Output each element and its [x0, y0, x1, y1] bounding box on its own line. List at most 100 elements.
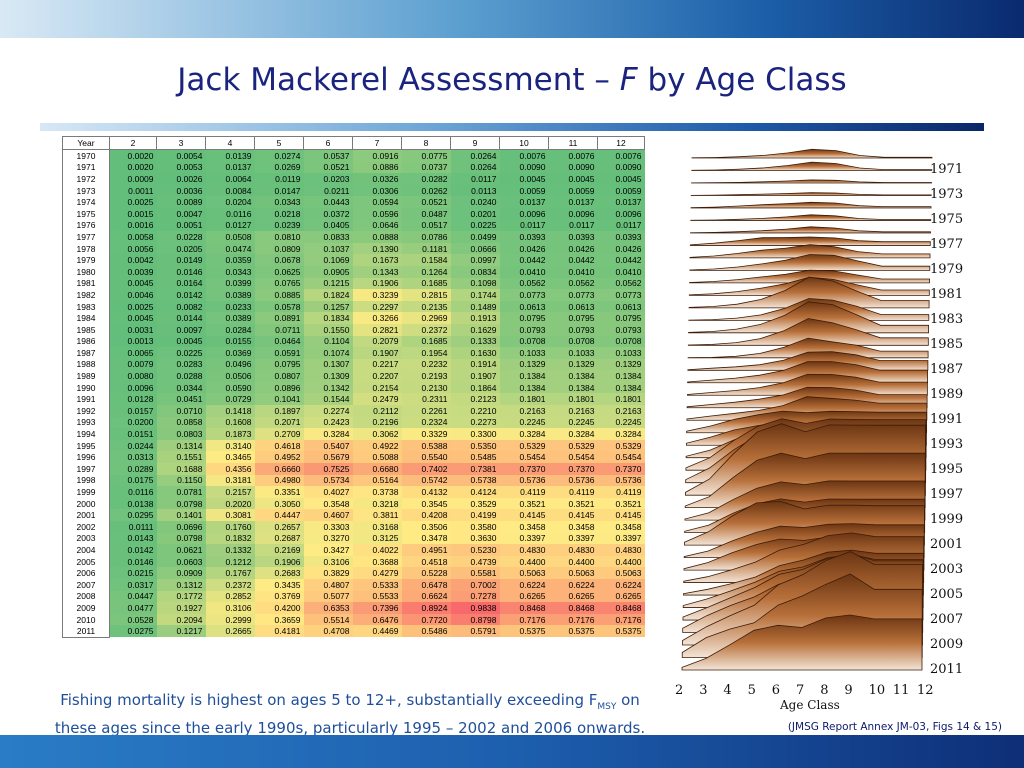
table-row: 1985 0.0031 0.0097 0.0284 0.0711 0.1550 0.2821… — [62, 323, 645, 336]
f-value-cell: 0.1384 — [499, 381, 549, 394]
f-value-cell: 0.0045 — [499, 173, 549, 185]
year-cell: 1981 — [62, 277, 110, 290]
year-label: 1977 — [930, 237, 964, 253]
table-row: 1973 0.0011 0.0036 0.0084 0.0147 0.0211 0.0306… — [62, 184, 645, 197]
year-label: 1987 — [930, 362, 964, 378]
f-value-cell: 0.2169 — [254, 544, 304, 556]
f-value-cell: 0.0039 — [109, 265, 157, 278]
f-value-cell: 0.5329 — [548, 439, 598, 452]
f-value-cell: 0.0116 — [109, 486, 157, 498]
f-value-cell: 0.0562 — [597, 277, 645, 290]
f-value-cell: 0.1257 — [303, 300, 353, 313]
f-value-cell: 0.4145 — [597, 509, 645, 521]
f-value-cell: 0.0369 — [205, 347, 255, 359]
f-value-cell: 0.0137 — [205, 161, 255, 174]
f-value-cell: 0.0127 — [205, 219, 255, 232]
f-value-cell: 0.0269 — [254, 161, 304, 174]
f-value-cell: 0.1685 — [401, 277, 451, 290]
f-value-cell: 0.5791 — [450, 625, 500, 638]
f-value-cell: 0.4618 — [254, 439, 304, 452]
f-value-cell: 0.0442 — [499, 254, 549, 266]
f-value-cell: 0.2123 — [450, 393, 500, 406]
f-value-cell: 0.0146 — [156, 265, 206, 278]
f-value-cell: 0.7176 — [499, 613, 549, 626]
surface-ridge — [691, 148, 933, 159]
f-value-cell: 0.2163 — [499, 405, 549, 417]
f-value-cell: 0.0775 — [401, 149, 451, 162]
f-value-cell: 0.5077 — [303, 590, 353, 603]
f-value-cell: 0.3738 — [352, 486, 402, 498]
f-value-cell: 0.2821 — [352, 323, 402, 336]
f-value-cell: 0.8798 — [450, 613, 500, 626]
year-cell: 2002 — [62, 521, 110, 533]
f-value-cell: 0.5375 — [548, 625, 598, 638]
f-value-cell: 0.0283 — [156, 358, 206, 371]
header-cell: 10 — [499, 136, 549, 150]
f-value-cell: 0.3458 — [548, 521, 598, 533]
f-value-cell: 0.3125 — [352, 532, 402, 545]
f-value-cell: 0.1914 — [450, 358, 500, 371]
header-cell: 9 — [450, 136, 500, 150]
f-value-cell: 0.2112 — [352, 405, 402, 417]
f-value-cell: 0.0442 — [597, 254, 645, 266]
f-value-cell: 0.0781 — [156, 486, 206, 498]
f-value-cell: 0.0090 — [499, 161, 549, 174]
f-value-cell: 0.3284 — [597, 428, 645, 440]
f-value-cell: 0.4022 — [352, 544, 402, 556]
f-value-cell: 0.0426 — [548, 242, 598, 255]
year-label: 1975 — [930, 212, 964, 228]
year-label: 1979 — [930, 262, 964, 278]
year-cell: 1998 — [62, 474, 110, 487]
f-value-cell: 0.1150 — [156, 474, 206, 487]
year-cell: 2006 — [62, 567, 110, 579]
f-value-cell: 0.4980 — [254, 474, 304, 487]
table-row: 1980 0.0039 0.0146 0.0343 0.0625 0.0905 0.1343… — [62, 265, 645, 278]
year-label: 1989 — [930, 387, 964, 403]
f-value-cell: 0.0410 — [597, 265, 645, 278]
f-value-cell: 0.2709 — [254, 428, 304, 440]
age-label: 8 — [820, 683, 829, 698]
f-value-cell: 0.0200 — [109, 416, 157, 429]
age-label: 6 — [771, 683, 781, 698]
f-value-cell: 0.1342 — [303, 381, 353, 394]
year-cell: 2007 — [62, 578, 110, 591]
f-value-cell: 0.0359 — [205, 254, 255, 266]
f-value-cell: 0.0149 — [156, 254, 206, 266]
f-value-cell: 0.3284 — [303, 428, 353, 440]
f-value-cell: 0.3478 — [401, 532, 451, 545]
f-value-cell: 0.0590 — [205, 381, 255, 394]
caption-msy-sub: MSY — [597, 702, 617, 712]
f-value-cell: 0.6265 — [597, 590, 645, 603]
f-value-cell: 0.0117 — [499, 219, 549, 232]
f-value-cell: 0.3397 — [597, 532, 645, 545]
f-value-cell: 0.0803 — [156, 428, 206, 440]
f-value-cell: 0.5454 — [597, 451, 645, 464]
f-value-cell: 0.0054 — [156, 149, 206, 162]
f-value-cell: 0.0487 — [401, 207, 451, 220]
f-value-cell: 0.5679 — [303, 451, 353, 464]
table-row: 1974 0.0025 0.0089 0.0204 0.0343 0.0443 0.0594… — [62, 196, 645, 208]
header-cell: 5 — [254, 136, 304, 150]
header-cell: 3 — [156, 136, 206, 150]
year-label: 1999 — [930, 512, 964, 528]
f-value-cell: 0.0426 — [597, 242, 645, 255]
table-row: 1987 0.0065 0.0225 0.0369 0.0591 0.1074 0.1907… — [62, 347, 645, 359]
bottom-banner — [0, 735, 1024, 768]
f-value-cell: 0.3465 — [205, 451, 255, 464]
age-label: 2 — [675, 683, 684, 698]
f-value-cell: 0.0051 — [156, 219, 206, 232]
f-value-cell: 0.3521 — [548, 497, 598, 510]
f-value-cell: 0.0888 — [352, 231, 402, 243]
f-value-cell: 0.2079 — [352, 335, 402, 348]
table-row: 1993 0.0200 0.0858 0.1608 0.2071 0.2423 0.2196… — [62, 416, 645, 429]
f-value-cell: 0.5063 — [499, 567, 549, 579]
f-value-cell: 0.0306 — [352, 184, 402, 197]
year-cell: 2011 — [62, 625, 110, 638]
f-value-cell: 0.0155 — [205, 335, 255, 348]
f-value-cell: 0.0646 — [352, 219, 402, 232]
f-value-cell: 0.0025 — [109, 300, 157, 313]
f-value-cell: 0.7278 — [450, 590, 500, 603]
f-value-cell: 0.3506 — [401, 521, 451, 533]
f-value-cell: 0.3769 — [254, 590, 304, 603]
f-value-cell: 0.4119 — [499, 486, 549, 498]
